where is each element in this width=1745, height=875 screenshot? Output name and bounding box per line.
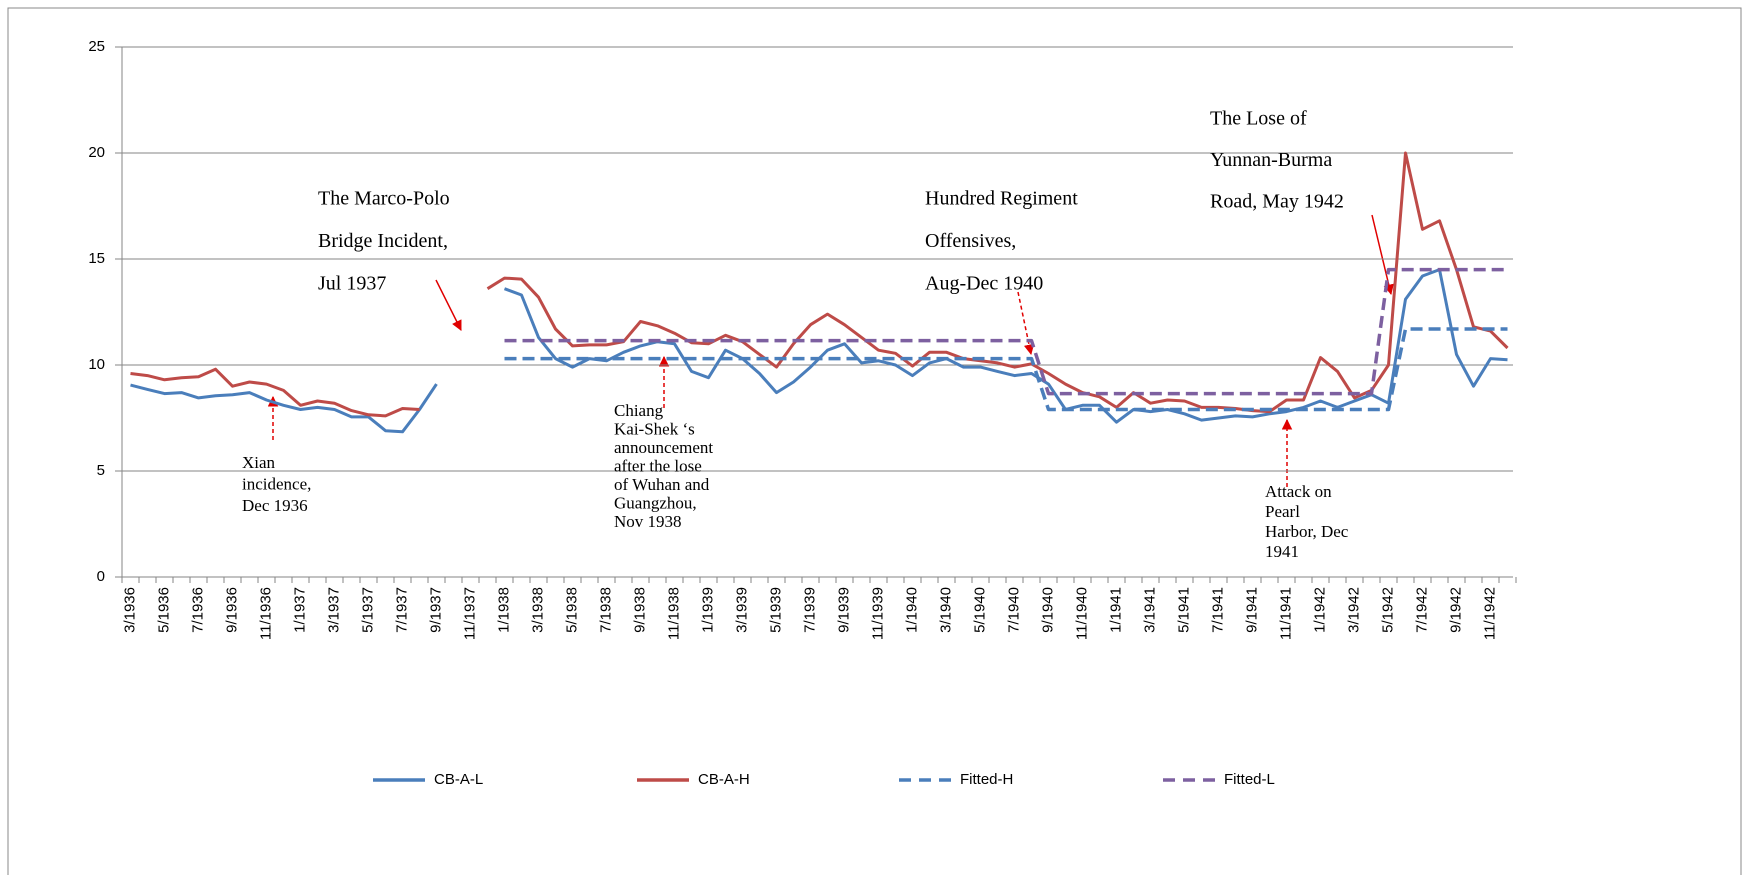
x-tick-label: 5/1941: [1175, 587, 1192, 633]
annotation: Pearl: [1265, 502, 1300, 521]
arrow: [1017, 291, 1035, 356]
x-tick-label: 9/1939: [835, 587, 852, 633]
chart-border: [7, 7, 1742, 875]
arrow: [435, 279, 462, 331]
x-tick-label: 11/1936: [257, 587, 274, 640]
annotation: incidence,: [242, 474, 311, 493]
x-tick-label: 3/1937: [325, 587, 342, 633]
x-tick-label: 11/1937: [461, 587, 478, 640]
x-tick-label: 7/1942: [1413, 587, 1430, 633]
x-tick-label: 3/1939: [733, 587, 750, 633]
series-line: [504, 327, 1508, 412]
annotation: announcement: [614, 438, 713, 457]
x-tick-label: 1/1937: [291, 587, 308, 633]
x-tick-label: 7/1941: [1209, 587, 1226, 633]
x-tick-label: 1/1942: [1311, 587, 1328, 633]
annotation: Attack on: [1265, 482, 1332, 501]
y-tick-label: 25: [88, 38, 105, 55]
y-tick-label: 10: [88, 356, 105, 373]
x-tick-label: 1/1941: [1107, 587, 1124, 633]
x-tick-label: 9/1941: [1243, 587, 1260, 633]
x-tick-label: 3/1942: [1345, 587, 1362, 633]
x-tick-label: 9/1940: [1039, 587, 1056, 633]
x-tick-label: 9/1942: [1447, 587, 1464, 633]
x-tick-label: 5/1936: [155, 587, 172, 633]
x-tick-label: 3/1938: [529, 587, 546, 633]
annotation: Offensives,: [925, 230, 1016, 252]
x-tick-label: 5/1937: [359, 587, 376, 633]
x-tick-label: 3/1940: [937, 587, 954, 633]
x-tick-label: 9/1938: [631, 587, 648, 633]
x-tick-label: 9/1936: [223, 587, 240, 633]
annotation: 1941: [1265, 542, 1299, 561]
annotation: Guangzhou,: [614, 493, 697, 512]
annotation: Jul 1937: [318, 273, 386, 295]
x-tick-label: 7/1939: [801, 587, 818, 633]
x-tick-label: 5/1940: [971, 587, 988, 633]
x-tick-label: 7/1938: [597, 587, 614, 633]
x-tick-label: 5/1938: [563, 587, 580, 633]
annotation: Dec 1936: [242, 496, 308, 515]
legend-label: CB-A-L: [434, 771, 483, 788]
series-line: [504, 267, 1508, 396]
x-tick-label: 3/1941: [1141, 587, 1158, 633]
x-tick-label: 11/1942: [1481, 587, 1498, 640]
annotation: Hundred Regiment: [925, 188, 1078, 210]
annotation: The Lose of: [1210, 108, 1307, 130]
annotation: Harbor, Dec: [1265, 522, 1349, 541]
y-tick-label: 15: [88, 250, 105, 267]
x-tick-label: 1/1939: [699, 587, 716, 633]
legend-label: Fitted-L: [1224, 771, 1275, 788]
legend-label: Fitted-H: [960, 771, 1013, 788]
annotation: Xian: [242, 453, 276, 472]
x-tick-label: 7/1936: [189, 587, 206, 633]
y-tick-label: 0: [97, 568, 105, 585]
x-tick-label: 1/1940: [903, 587, 920, 633]
annotation: Aug-Dec 1940: [925, 273, 1043, 295]
x-tick-label: 11/1941: [1277, 587, 1294, 640]
annotation: Road, May 1942: [1210, 191, 1344, 213]
annotation: Bridge Incident,: [318, 230, 448, 252]
annotation: of Wuhan and: [614, 475, 710, 494]
series-line: [130, 268, 1508, 434]
x-tick-label: 11/1940: [1073, 587, 1090, 640]
annotation: The Marco-Polo: [318, 188, 450, 210]
annotation: Chiang: [614, 401, 664, 420]
annotation: Nov 1938: [614, 512, 682, 531]
annotation-arrows: [267, 214, 1394, 487]
x-tick-label: 7/1937: [393, 587, 410, 633]
x-tick-label: 5/1939: [767, 587, 784, 633]
x-tick-label: 7/1940: [1005, 587, 1022, 633]
x-tick-label: 9/1937: [427, 587, 444, 633]
series-line: [130, 151, 1509, 418]
x-tick-label: 3/1936: [121, 587, 138, 633]
y-tick-label: 5: [97, 462, 105, 479]
y-tick-label: 20: [88, 144, 105, 161]
annotation: Kai-Shek ‘s: [614, 419, 695, 438]
x-tick-label: 5/1942: [1379, 587, 1396, 633]
annotation: Yunnan-Burma: [1210, 149, 1332, 171]
x-tick-label: 11/1939: [869, 587, 886, 640]
annotation: after the lose: [614, 456, 702, 475]
legend-label: CB-A-H: [698, 771, 750, 788]
x-tick-label: 1/1938: [495, 587, 512, 633]
x-tick-label: 11/1938: [665, 587, 682, 640]
